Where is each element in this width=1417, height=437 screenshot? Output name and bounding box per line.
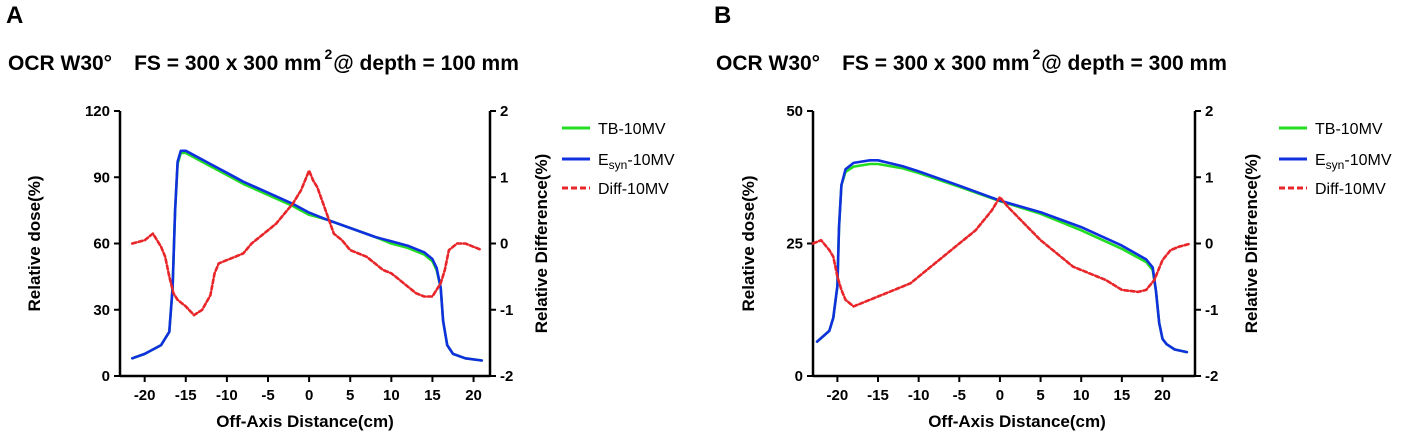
legend-label-tb: TB-10MV: [1315, 121, 1383, 138]
y-tick-label-right: 0: [500, 236, 508, 253]
x-axis-label: Off-Axis Distance(cm): [216, 412, 394, 431]
chart-b: -20 -15 -10 -5 0 5 10 15 2002550-2-1012Off-Axis …: [739, 103, 1392, 431]
x-tick-label: -15: [175, 387, 197, 404]
y-axis-label-right: Relative Difference(%): [1242, 154, 1261, 334]
x-tick-label: 5: [346, 387, 354, 404]
series-esyn-line: [815, 159, 1189, 354]
title-field-size: FS = 300 x 300 mm: [134, 52, 322, 75]
x-tick-label: 20: [465, 387, 482, 404]
x-tick-label: 5: [1036, 387, 1044, 404]
y-axis-label-left: Relative dose(%): [25, 175, 44, 311]
legend-esyn-base: E: [598, 152, 609, 169]
y-tick-label-left: 0: [795, 368, 803, 385]
panel-a: A OCR W30° FS = 300 x 300 mm 2@ depth = 10…: [0, 0, 708, 437]
y-tick-label-right: -1: [1205, 302, 1218, 319]
y-tick-label-right: -2: [500, 368, 513, 385]
y-tick-label-right: 2: [500, 103, 508, 120]
title-depth: @ depth = 300 mm: [1041, 52, 1227, 75]
legend-esyn-base: E: [1315, 152, 1326, 169]
legend-esyn-rest: -10MV: [627, 152, 674, 169]
x-tick-label: -5: [953, 387, 966, 404]
x-tick-label: -15: [867, 387, 889, 404]
y-tick-label-left: 90: [93, 169, 110, 186]
series-diff-line: [131, 169, 484, 317]
y-tick-label-right: -2: [1205, 368, 1218, 385]
panel-b: B OCR W30° FS = 300 x 300 mm 2@ depth = 30…: [708, 0, 1416, 437]
legend-esyn-sub: syn: [1326, 158, 1345, 172]
y-tick-label-left: 25: [786, 236, 803, 253]
legend-esyn-sub: syn: [609, 158, 628, 172]
y-tick-label-right: -1: [500, 302, 513, 319]
legend-label-esyn: Esyn-10MV: [1315, 152, 1392, 172]
y-tick-label-right: 1: [500, 169, 508, 186]
x-tick-label: -20: [827, 387, 849, 404]
x-tick-label: 20: [1154, 387, 1171, 404]
y-tick-label-right: 2: [1205, 103, 1213, 120]
y-tick-label-left: 120: [85, 103, 110, 120]
panel-letter: A: [6, 2, 24, 29]
x-axis-label: Off-Axis Distance(cm): [928, 412, 1106, 431]
y-tick-label-left: 30: [93, 302, 110, 319]
series-esyn-line: [131, 149, 484, 362]
y-tick-label-right: 0: [1205, 236, 1213, 253]
x-tick-label: -10: [216, 387, 238, 404]
series-diff-line: [811, 195, 1193, 308]
legend-label-diff: Diff-10MV: [1315, 181, 1386, 198]
legend-label-esyn: Esyn-10MV: [598, 152, 675, 172]
title-prefix: OCR W30°: [716, 52, 821, 75]
title-depth: @ depth = 100 mm: [333, 52, 519, 75]
x-tick-label: 10: [1073, 387, 1090, 404]
title-superscript: 2: [1032, 46, 1041, 62]
y-tick-label-left: 50: [786, 103, 803, 120]
y-tick-label-right: 1: [1205, 169, 1213, 186]
legend-label-tb: TB-10MV: [598, 121, 666, 138]
y-tick-label-left: 0: [102, 368, 110, 385]
x-tick-label: 15: [424, 387, 441, 404]
chart-title: OCR W30° FS = 300 x 300 mm 2@ depth = 100 …: [8, 46, 519, 76]
x-tick-label: 0: [996, 387, 1004, 404]
x-tick-label: 10: [383, 387, 400, 404]
x-tick-label: -20: [134, 387, 156, 404]
series-tb-line: [815, 162, 1189, 354]
panel-letter: B: [714, 2, 732, 29]
chart-title: OCR W30° FS = 300 x 300 mm 2@ depth = 300 …: [716, 46, 1227, 76]
y-axis-label-right: Relative Difference(%): [532, 154, 551, 334]
x-tick-label: -10: [908, 387, 930, 404]
title-superscript: 2: [324, 46, 333, 62]
x-tick-label: 0: [305, 387, 313, 404]
y-axis-label-left: Relative dose(%): [739, 175, 758, 311]
x-tick-label: -5: [261, 387, 274, 404]
legend-label-diff: Diff-10MV: [598, 181, 669, 198]
y-tick-label-left: 60: [93, 236, 110, 253]
x-tick-label: 15: [1114, 387, 1131, 404]
title-field-size: FS = 300 x 300 mm: [842, 52, 1030, 75]
chart-a: -20 -15 -10 -5 0 5 10 15 200306090120-2-1012Off-…: [25, 103, 675, 431]
title-prefix: OCR W30°: [8, 52, 113, 75]
legend-esyn-rest: -10MV: [1344, 152, 1391, 169]
